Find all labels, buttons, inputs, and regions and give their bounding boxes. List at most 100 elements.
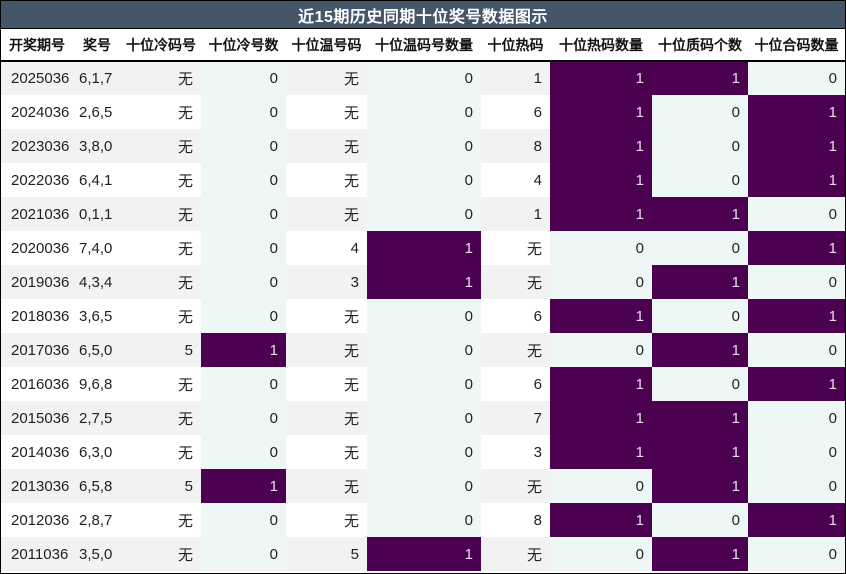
cell-cold_number: 无 [121, 265, 201, 299]
cell-numbers: 9,6,8 [73, 367, 121, 401]
cell-cold_count: 0 [201, 197, 286, 231]
cell-hot_count: 1 [550, 503, 652, 537]
cell-cold_count: 0 [201, 95, 286, 129]
header-cell-cold_number: 十位冷码号 [121, 29, 201, 62]
cell-period: 2018036 [1, 299, 73, 333]
header-cell-warm_count: 十位温码号数量 [367, 29, 481, 62]
cell-period: 2013036 [1, 469, 73, 503]
table-row: 2022036 6,4,1 无 0 无 0 4 1 0 1 [1, 163, 845, 197]
cell-warm_number: 无 [286, 367, 367, 401]
cell-period: 2017036 [1, 333, 73, 367]
cell-warm_number: 无 [286, 469, 367, 503]
cell-warm_count: 0 [367, 95, 481, 129]
cell-hot_count: 1 [550, 163, 652, 197]
header-cell-hot_count: 十位热码数量 [550, 29, 652, 62]
cell-hot_number: 6 [481, 95, 550, 129]
header-cell-prime_count: 十位质码个数 [652, 29, 748, 62]
cell-hot_number: 6 [481, 299, 550, 333]
cell-period: 2024036 [1, 95, 73, 129]
cell-hot_number: 无 [481, 537, 550, 571]
cell-warm_count: 0 [367, 299, 481, 333]
header-cell-numbers: 奖号 [73, 29, 121, 62]
cell-hot_number: 7 [481, 401, 550, 435]
cell-hot_count: 0 [550, 265, 652, 299]
cell-warm_number: 4 [286, 231, 367, 265]
cell-warm_number: 无 [286, 401, 367, 435]
cell-period: 2011036 [1, 537, 73, 571]
cell-prime_count: 1 [652, 537, 748, 571]
cell-period: 2023036 [1, 129, 73, 163]
cell-cold_count: 1 [201, 469, 286, 503]
cell-warm_number: 无 [286, 129, 367, 163]
cell-composite_count: 1 [748, 299, 845, 333]
cell-composite_count: 0 [748, 265, 845, 299]
cell-composite_count: 0 [748, 537, 845, 571]
cell-cold_count: 0 [201, 367, 286, 401]
tens-digit-history-table: 开奖期号 奖号 十位冷码号 十位冷号数 十位温号码 十位温码号数量 十位热码 十位热码数量 十位… [1, 29, 845, 571]
cell-composite_count: 1 [748, 95, 845, 129]
cell-cold_count: 0 [201, 537, 286, 571]
cell-warm_number: 3 [286, 265, 367, 299]
cell-hot_count: 1 [550, 367, 652, 401]
cell-warm_number: 无 [286, 61, 367, 95]
cell-prime_count: 1 [652, 265, 748, 299]
cell-cold_number: 无 [121, 401, 201, 435]
table-row: 2016036 9,6,8 无 0 无 0 6 1 0 1 [1, 367, 845, 401]
cell-warm_number: 无 [286, 333, 367, 367]
cell-hot_count: 0 [550, 537, 652, 571]
chart-title: 近15期历史同期十位奖号数据图示 [298, 8, 548, 26]
cell-numbers: 2,8,7 [73, 503, 121, 537]
cell-cold_count: 0 [201, 129, 286, 163]
cell-hot_count: 0 [550, 333, 652, 367]
cell-cold_number: 无 [121, 61, 201, 95]
cell-hot_number: 3 [481, 435, 550, 469]
cell-hot_count: 0 [550, 469, 652, 503]
cell-composite_count: 0 [748, 401, 845, 435]
cell-composite_count: 0 [748, 435, 845, 469]
cell-prime_count: 0 [652, 503, 748, 537]
cell-prime_count: 1 [652, 469, 748, 503]
cell-hot_number: 无 [481, 265, 550, 299]
cell-composite_count: 0 [748, 469, 845, 503]
cell-numbers: 7,4,0 [73, 231, 121, 265]
table-row: 2015036 2,7,5 无 0 无 0 7 1 1 0 [1, 401, 845, 435]
cell-warm_count: 0 [367, 129, 481, 163]
cell-prime_count: 0 [652, 163, 748, 197]
cell-hot_number: 4 [481, 163, 550, 197]
cell-cold_number: 无 [121, 435, 201, 469]
cell-warm_number: 5 [286, 537, 367, 571]
cell-composite_count: 1 [748, 231, 845, 265]
table-row: 2023036 3,8,0 无 0 无 0 8 1 0 1 [1, 129, 845, 163]
cell-warm_number: 无 [286, 95, 367, 129]
cell-prime_count: 0 [652, 367, 748, 401]
cell-composite_count: 0 [748, 333, 845, 367]
cell-warm_number: 无 [286, 197, 367, 231]
table-row: 2019036 4,3,4 无 0 3 1 无 0 1 0 [1, 265, 845, 299]
cell-warm_count: 0 [367, 197, 481, 231]
header-cell-composite_count: 十位合码数量 [748, 29, 845, 62]
cell-numbers: 3,6,5 [73, 299, 121, 333]
cell-cold_number: 无 [121, 163, 201, 197]
cell-prime_count: 1 [652, 333, 748, 367]
cell-period: 2025036 [1, 61, 73, 95]
cell-numbers: 6,5,8 [73, 469, 121, 503]
cell-composite_count: 0 [748, 61, 845, 95]
table-row: 2013036 6,5,8 5 1 无 0 无 0 1 0 [1, 469, 845, 503]
cell-cold_count: 0 [201, 401, 286, 435]
header-cell-period: 开奖期号 [1, 29, 73, 62]
cell-warm_number: 无 [286, 503, 367, 537]
table-row: 2012036 2,8,7 无 0 无 0 8 1 0 1 [1, 503, 845, 537]
cell-cold_number: 无 [121, 503, 201, 537]
cell-period: 2015036 [1, 401, 73, 435]
cell-prime_count: 1 [652, 435, 748, 469]
table-row: 2018036 3,6,5 无 0 无 0 6 1 0 1 [1, 299, 845, 333]
cell-warm_count: 0 [367, 401, 481, 435]
cell-composite_count: 1 [748, 367, 845, 401]
cell-hot_count: 1 [550, 299, 652, 333]
table-row: 2025036 6,1,7 无 0 无 0 1 1 1 0 [1, 61, 845, 95]
cell-warm_count: 0 [367, 333, 481, 367]
header-cell-hot_number: 十位热码 [481, 29, 550, 62]
cell-warm_count: 0 [367, 61, 481, 95]
cell-cold_number: 无 [121, 367, 201, 401]
cell-period: 2022036 [1, 163, 73, 197]
